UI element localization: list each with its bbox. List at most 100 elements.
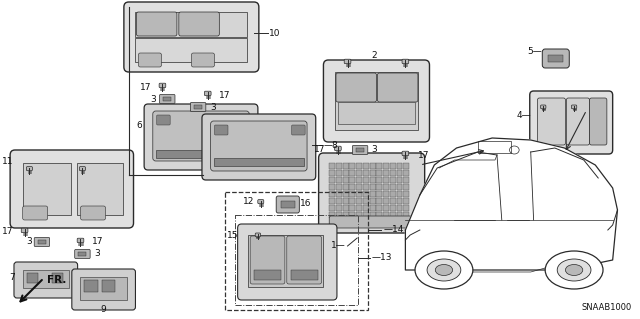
Bar [343,198,349,204]
Bar [370,198,376,204]
Text: 3: 3 [94,249,100,258]
FancyBboxPatch shape [81,206,106,220]
Bar [349,177,355,183]
Bar [329,163,335,169]
FancyBboxPatch shape [21,228,28,233]
Bar [397,212,403,218]
Bar [390,170,396,176]
Bar [356,205,362,211]
Text: 15: 15 [227,232,239,241]
Ellipse shape [565,264,583,276]
Bar [376,198,382,204]
Ellipse shape [427,259,461,281]
FancyBboxPatch shape [287,236,321,284]
Bar [383,212,389,218]
Bar [390,163,396,169]
Bar [383,170,389,176]
Bar [370,170,376,176]
FancyBboxPatch shape [250,236,285,284]
FancyBboxPatch shape [22,206,48,220]
Bar [397,170,403,176]
FancyBboxPatch shape [319,153,425,233]
Bar [397,177,403,183]
Bar [403,177,409,183]
FancyBboxPatch shape [237,224,337,300]
Text: —13: —13 [372,254,392,263]
Text: 17: 17 [140,83,152,92]
Bar [356,198,362,204]
FancyBboxPatch shape [402,151,409,156]
FancyBboxPatch shape [402,59,409,64]
Bar [356,212,362,218]
FancyBboxPatch shape [191,53,214,67]
Bar [338,102,415,124]
Text: —8: —8 [323,140,338,150]
Bar [363,163,369,169]
Bar [349,198,355,204]
Bar [38,240,46,244]
Bar [336,177,342,183]
FancyBboxPatch shape [542,49,569,68]
Bar [370,184,376,190]
FancyBboxPatch shape [159,83,166,88]
Bar [383,198,389,204]
Text: 5—: 5— [527,48,542,56]
Text: 11: 11 [1,158,13,167]
FancyBboxPatch shape [234,115,247,125]
Bar [349,191,355,197]
Bar [336,170,342,176]
Text: 10: 10 [269,28,281,38]
Bar [383,191,389,197]
Bar [376,212,382,218]
Bar [363,205,369,211]
Bar [403,191,409,197]
Bar [254,270,281,280]
Bar [370,212,376,218]
FancyBboxPatch shape [276,196,300,213]
FancyBboxPatch shape [292,125,305,135]
Bar [336,191,342,197]
Bar [81,277,127,300]
Bar [349,212,355,218]
Bar [336,205,342,211]
FancyBboxPatch shape [258,200,264,204]
Text: 17: 17 [1,227,13,236]
FancyBboxPatch shape [14,262,77,298]
Bar [390,205,396,211]
Bar [22,270,69,288]
Bar [403,163,409,169]
Bar [363,177,369,183]
Bar [349,170,355,176]
FancyBboxPatch shape [323,60,429,142]
Text: 16: 16 [300,199,312,209]
Bar [235,215,358,305]
Bar [291,270,317,280]
Bar [376,191,382,197]
Bar [349,163,355,169]
Bar [403,212,409,218]
Bar [343,191,349,197]
Bar [156,150,246,158]
FancyBboxPatch shape [329,216,414,228]
FancyBboxPatch shape [124,2,259,72]
Text: 12: 12 [243,197,254,205]
Bar [397,191,403,197]
Ellipse shape [557,259,591,281]
Bar [136,12,247,37]
Bar [84,280,98,292]
Bar [356,184,362,190]
Bar [356,163,362,169]
Bar [477,141,511,153]
Bar [356,148,364,152]
Bar [343,184,349,190]
Bar [194,105,202,109]
FancyBboxPatch shape [26,167,33,171]
Bar [336,198,342,204]
Text: 17: 17 [220,91,231,100]
Text: —14: —14 [383,226,404,234]
Bar [102,280,115,292]
FancyBboxPatch shape [157,115,170,125]
FancyBboxPatch shape [144,104,258,170]
Text: 3: 3 [150,94,156,103]
Text: 2: 2 [372,50,378,60]
